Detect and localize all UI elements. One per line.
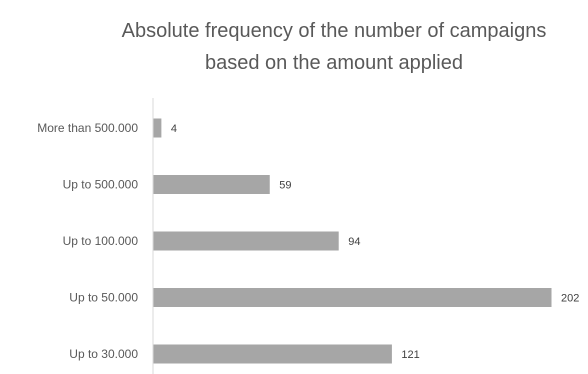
category-tick-label: Up to 500.000: [63, 178, 139, 192]
bar: [153, 175, 270, 194]
category-tick-label: Up to 50.000: [69, 291, 138, 305]
bar: [153, 344, 392, 364]
bar: [153, 118, 162, 138]
chart-title-line-1: Absolute frequency of the number of camp…: [121, 20, 547, 42]
bar: [153, 231, 339, 251]
chart-title-line-2: based on the amount applied: [205, 52, 463, 74]
category-tick-label: Up to 100.000: [63, 234, 139, 248]
data-label: 4: [171, 123, 177, 135]
category-tick-label: More than 500.000: [37, 121, 138, 135]
data-label: 59: [279, 180, 291, 192]
data-label: 121: [401, 349, 419, 361]
category-tick-label: Up to 30.000: [69, 347, 138, 361]
data-label: 94: [348, 236, 360, 248]
data-label: 202: [561, 293, 579, 305]
bar: [153, 288, 552, 307]
